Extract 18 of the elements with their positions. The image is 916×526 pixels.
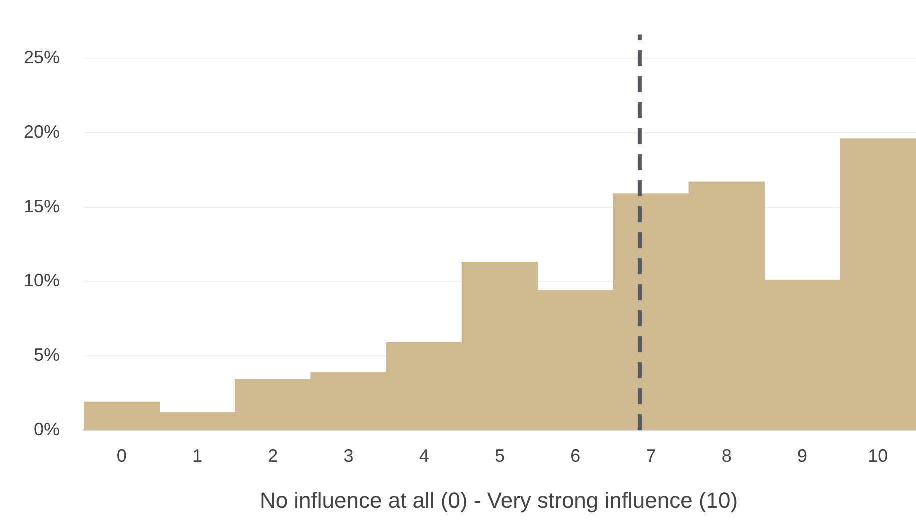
y-tick-label: 5% [34, 345, 60, 366]
y-tick-label: 25% [24, 48, 60, 68]
x-tick-label: 3 [344, 446, 354, 466]
x-tick-label: 7 [646, 446, 656, 466]
x-tick-label: 0 [116, 446, 127, 466]
x-tick-label: 6 [570, 446, 581, 466]
y-tick-label: 20% [24, 122, 60, 142]
y-tick-label: 15% [24, 196, 60, 216]
x-tick-label: 5 [495, 446, 506, 466]
x-axis-title: No influence at all (0) - Very strong influence (10) [258, 488, 740, 514]
y-tick-label: 0% [34, 419, 60, 440]
x-tick-label: 8 [722, 446, 732, 466]
y-tick-label: 10% [24, 270, 60, 291]
x-tick-label: 1 [192, 446, 202, 466]
x-tick-label: 10 [868, 446, 888, 466]
x-tick-label: 9 [798, 446, 808, 466]
x-tick-label: 2 [268, 446, 278, 466]
x-tick-label: 4 [419, 446, 430, 466]
